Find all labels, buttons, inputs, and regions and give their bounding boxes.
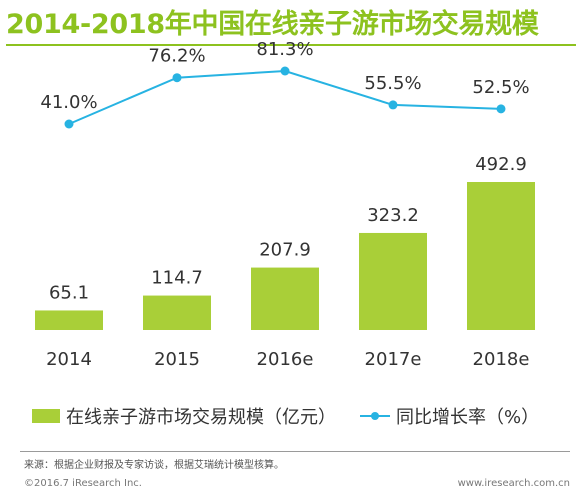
growth-rate-point-2018e xyxy=(496,104,506,114)
bar-value-label-2017e: 323.2 xyxy=(367,205,419,226)
growth-rate-label-2014: 41.0% xyxy=(40,92,97,113)
chart-legend: 在线亲子游市场交易规模（亿元） 同比增长率（%） xyxy=(32,402,539,430)
legend-line-label: 同比增长率（%） xyxy=(396,407,540,428)
copyright-text: ©2016.7 iResearch Inc. xyxy=(24,478,142,489)
category-label-2014: 2014 xyxy=(46,349,92,370)
category-label-2017e: 2017e xyxy=(365,349,422,370)
legend-bar-label: 在线亲子游市场交易规模（亿元） xyxy=(66,407,336,428)
growth-rate-label-2015: 76.2% xyxy=(148,46,205,67)
legend-item-bar: 在线亲子游市场交易规模（亿元） xyxy=(32,403,336,429)
growth-rate-label-2018e: 52.5% xyxy=(472,77,529,98)
bar-value-label-2015: 114.7 xyxy=(151,268,203,289)
bar-2014 xyxy=(35,310,103,330)
growth-rate-point-2016e xyxy=(280,66,290,76)
growth-rate-line xyxy=(68,69,502,125)
growth-rate-label-2016e: 81.3% xyxy=(256,39,313,60)
bar-2016e xyxy=(251,267,319,330)
source-note: 来源：根据企业财报及专家访谈，根据艾瑞统计模型核算。 xyxy=(24,460,284,471)
chart-area: 65.1 2014 114.7 2015 207.9 2016e 323.2 2017e 492… xyxy=(35,39,535,370)
bar-value-label-2014: 65.1 xyxy=(49,282,89,303)
bar-2018e xyxy=(467,182,535,330)
footer-divider xyxy=(20,451,570,452)
bar-value-label-2016e: 207.9 xyxy=(259,240,311,261)
legend-item-line: 同比增长率（%） xyxy=(336,403,539,429)
website-text: www.iresearch.com.cn xyxy=(457,478,570,489)
legend-line-swatch xyxy=(360,409,390,423)
title-underline xyxy=(6,44,576,46)
bar-2015 xyxy=(143,295,211,330)
legend-bar-swatch xyxy=(32,409,60,423)
category-label-2018e: 2018e xyxy=(473,349,530,370)
growth-rate-point-2017e xyxy=(388,100,398,110)
bar-value-label-2018e: 492.9 xyxy=(475,154,527,175)
category-label-2015: 2015 xyxy=(154,349,200,370)
chart-title: 2014-2018年中国在线亲子游市场交易规模 xyxy=(6,9,539,40)
growth-rate-point-2015 xyxy=(172,73,182,83)
category-label-2016e: 2016e xyxy=(257,349,314,370)
growth-rate-label-2017e: 55.5% xyxy=(364,73,421,94)
growth-rate-point-2014 xyxy=(64,119,74,129)
bar-2017e xyxy=(359,232,427,330)
